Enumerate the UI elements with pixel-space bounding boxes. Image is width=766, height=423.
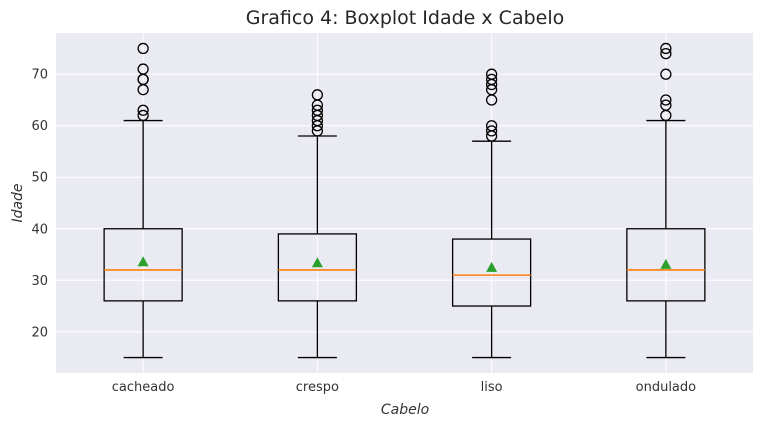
y-tick-label: 60 [31, 119, 48, 134]
boxes [103, 42, 706, 359]
outlier-point [660, 68, 672, 80]
y-tick-label: 40 [31, 222, 48, 237]
y-tick-label: 20 [31, 325, 48, 340]
outlier-point [660, 42, 672, 55]
mean-marker [137, 256, 149, 267]
outlier-point [485, 68, 498, 80]
x-tick-label: cacheado [112, 380, 175, 395]
x-axis-label: Cabelo [381, 402, 429, 418]
tick-labels: 20 30 40 50 60 70 cacheado crespo liso ondulado [31, 68, 696, 395]
chart-title: Grafico 4: Boxplot Idade x Cabelo [246, 7, 565, 29]
y-axis-label: Idade [10, 183, 26, 222]
outlier-point [311, 104, 324, 116]
box [277, 233, 358, 302]
box-group-crespo [277, 89, 358, 359]
outlier-point [485, 120, 498, 132]
box-group-cacheado [103, 42, 183, 359]
x-tick-label: liso [481, 380, 503, 395]
x-tick-label: ondulado [636, 380, 697, 395]
box [451, 238, 532, 307]
outlier-point [137, 42, 149, 55]
y-tick-label: 70 [31, 68, 48, 83]
box-group-ondulado [626, 42, 706, 359]
outlier-point [311, 89, 324, 101]
outlier-point [660, 94, 672, 106]
outlier-point [485, 73, 498, 86]
box-group-liso [451, 68, 532, 359]
x-tick-label: crespo [296, 380, 339, 395]
outlier-point [660, 99, 672, 111]
outlier-point [137, 63, 149, 75]
mean-marker [311, 257, 323, 268]
outlier-point [485, 125, 498, 137]
box [626, 228, 706, 302]
box [103, 228, 183, 302]
mean-marker [660, 258, 672, 269]
y-tick-label: 30 [31, 274, 48, 289]
y-tick-label: 50 [31, 171, 48, 186]
outlier-point [137, 109, 149, 122]
plot-area [56, 33, 753, 373]
outlier-point [137, 104, 149, 116]
mean-marker [486, 261, 498, 272]
outlier-point [660, 47, 672, 60]
